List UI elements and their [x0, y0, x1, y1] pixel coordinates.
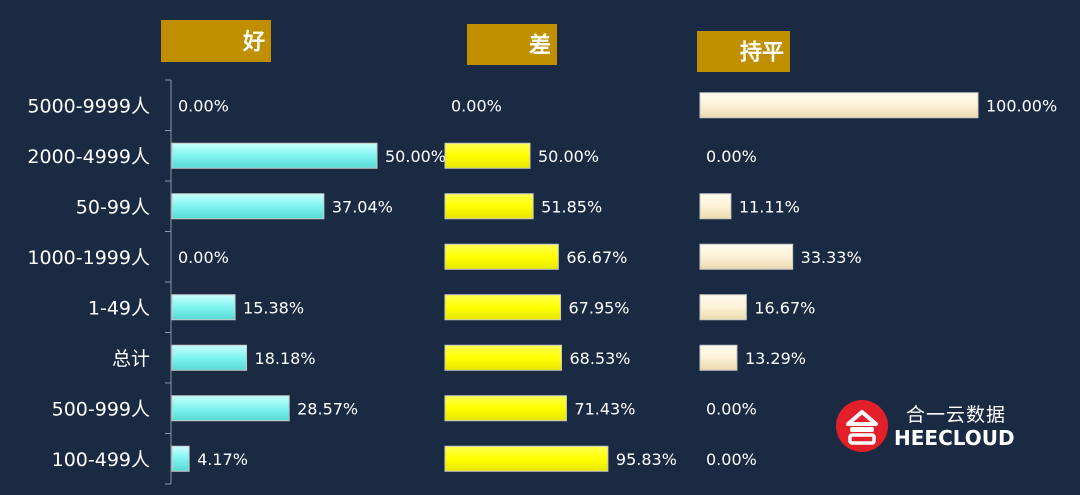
bar: [171, 395, 290, 422]
data-label: 0.00%: [706, 147, 757, 166]
heecloud-logo: 合一云数据 HEECLOUD: [834, 398, 1034, 458]
data-label: 0.00%: [178, 96, 229, 115]
data-label: 67.95%: [569, 298, 630, 317]
category-label: 500-999人: [52, 398, 150, 420]
bar: [699, 294, 747, 321]
bar: [171, 142, 378, 169]
series-header-label: 差: [529, 33, 551, 59]
category-label: 2000-4999人: [27, 146, 150, 168]
data-label: 100.00%: [986, 96, 1057, 115]
heecloud-logo-icon: [836, 400, 888, 452]
data-label: 33.33%: [801, 248, 862, 267]
bar: [444, 294, 562, 321]
series-header-label: 好: [242, 29, 265, 55]
bar: [444, 445, 609, 472]
series-header-box: [467, 24, 557, 65]
data-label: 0.00%: [706, 399, 757, 418]
data-label: 50.00%: [538, 147, 599, 166]
series-header-box: [697, 31, 790, 72]
data-label: 68.53%: [570, 349, 631, 368]
data-label: 95.83%: [616, 450, 677, 469]
bar: [171, 193, 325, 220]
data-label: 71.43%: [574, 399, 635, 418]
bar: [171, 445, 190, 472]
category-label: 5000-9999人: [27, 95, 150, 117]
bar: [699, 243, 794, 270]
data-label: 11.11%: [739, 197, 800, 216]
bar: [444, 193, 534, 220]
data-label: 0.00%: [178, 248, 229, 267]
data-label: 0.00%: [451, 96, 502, 115]
bar: [444, 395, 567, 422]
data-label: 15.38%: [243, 298, 304, 317]
logo-text-en: HEECLOUD: [894, 426, 1015, 450]
bar: [171, 294, 236, 321]
data-label: 16.67%: [754, 298, 815, 317]
data-label: 0.00%: [706, 450, 757, 469]
category-label: 100-499人: [52, 449, 150, 471]
data-label: 4.17%: [197, 450, 248, 469]
bar: [444, 142, 531, 169]
data-label: 13.29%: [745, 349, 806, 368]
bar: [699, 344, 738, 371]
category-label: 1000-1999人: [27, 247, 150, 269]
bar: [699, 92, 979, 119]
category-label: 1-49人: [88, 297, 150, 319]
logo-text-cn: 合一云数据: [906, 404, 1007, 426]
series-header-label: 持平: [740, 41, 784, 66]
bar: [444, 243, 559, 270]
bar: [444, 344, 563, 371]
data-label: 50.00%: [385, 147, 446, 166]
category-label: 总计: [112, 348, 150, 370]
data-label: 66.67%: [566, 248, 627, 267]
category-label: 50-99人: [76, 196, 150, 218]
series-header-box: [161, 20, 271, 62]
bar: [699, 193, 732, 220]
data-label: 18.18%: [255, 349, 316, 368]
data-label: 51.85%: [541, 197, 602, 216]
data-label: 28.57%: [297, 399, 358, 418]
data-label: 37.04%: [332, 197, 393, 216]
bar: [171, 344, 248, 371]
